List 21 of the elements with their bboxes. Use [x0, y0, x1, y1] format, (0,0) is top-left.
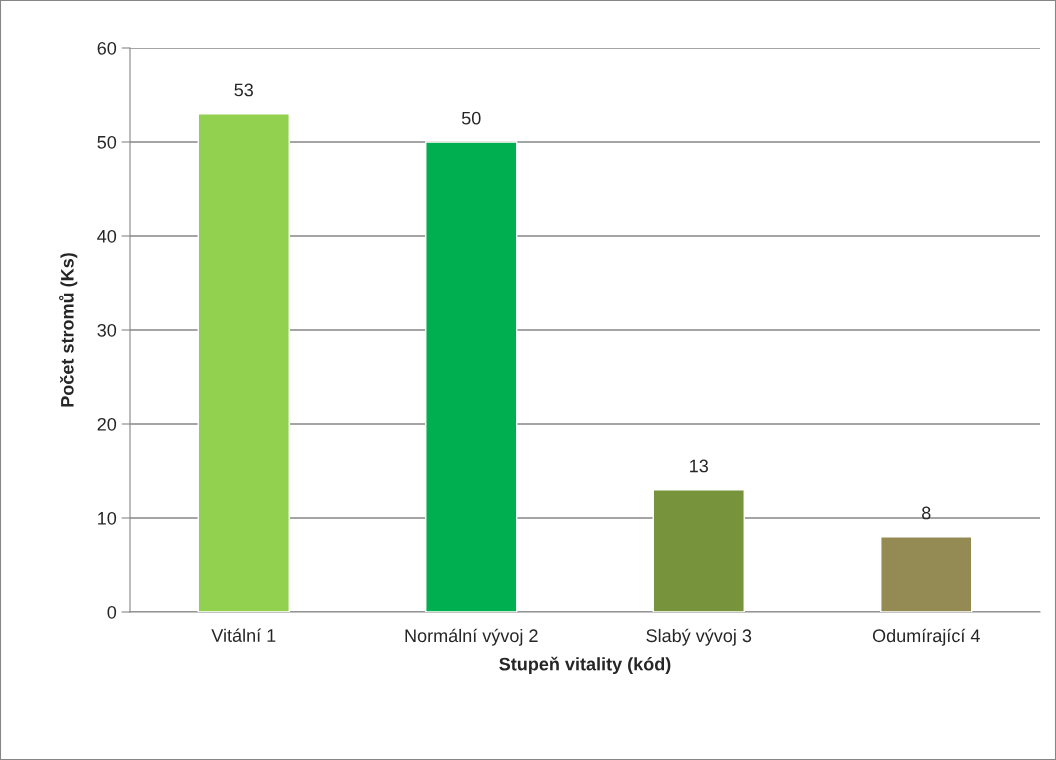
data-label: 53 — [234, 83, 253, 97]
x-axis-title: Stupeň vitality (kód) — [499, 656, 671, 675]
x-tick-label: Normální vývoj 2 — [405, 628, 538, 646]
data-label: 50 — [461, 111, 481, 125]
y-tick-label: 60 — [97, 41, 117, 55]
x-tick-label: Vitální 1 — [211, 628, 276, 642]
x-tick-label: Slabý vývoj 3 — [646, 628, 752, 646]
y-tick-label: 0 — [107, 605, 117, 619]
y-tick-label: 20 — [97, 417, 117, 431]
y-tick-label: 40 — [97, 229, 117, 243]
x-tick-label: Odumírající 4 — [872, 628, 980, 646]
bar — [197, 113, 290, 612]
y-axis-title: Počet stromů (Ks) — [59, 253, 78, 407]
bar — [425, 141, 518, 612]
bar — [880, 536, 973, 612]
data-label: 13 — [690, 459, 708, 473]
y-tick-label: 30 — [97, 323, 117, 337]
data-label: 8 — [922, 506, 931, 520]
y-tick-label: 10 — [98, 511, 117, 525]
y-tick-label: 50 — [97, 135, 117, 149]
bar — [652, 489, 745, 612]
